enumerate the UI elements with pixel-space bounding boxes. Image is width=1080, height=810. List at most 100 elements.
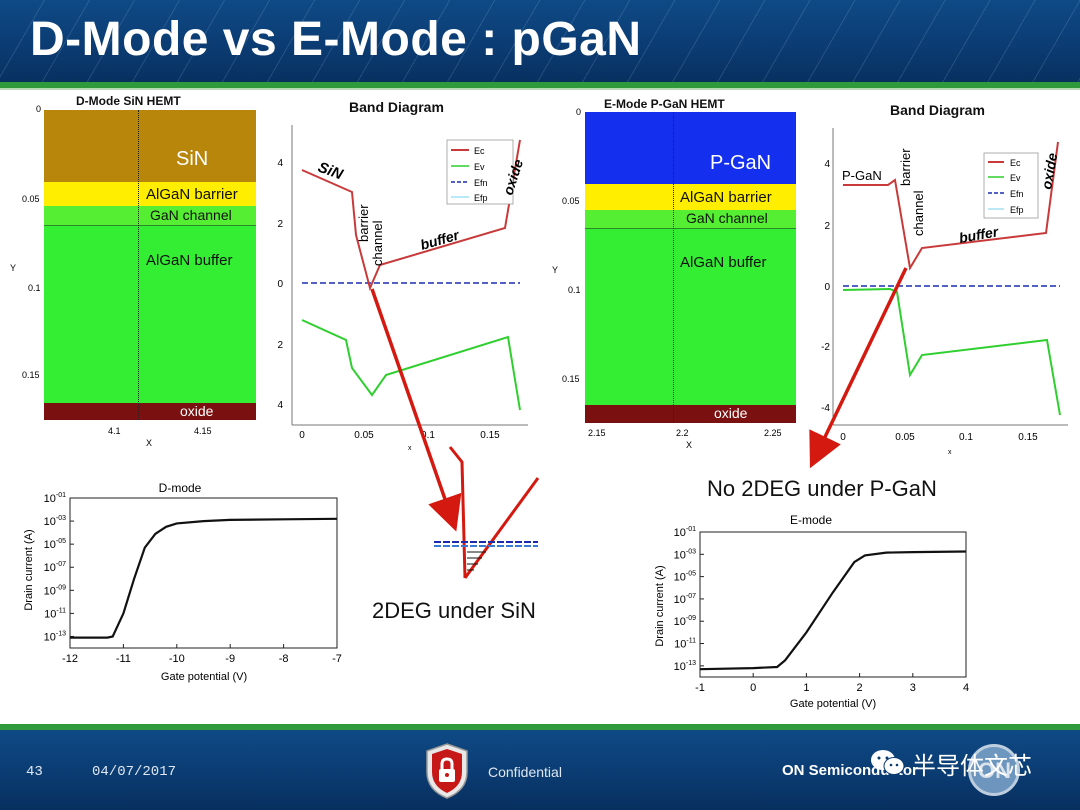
emode-layer-oxide	[585, 405, 796, 423]
band-left-anno-sin: SiN	[316, 159, 346, 184]
footer-watermark: 半导体文芯	[912, 752, 1032, 780]
emode-ytick-label: 10-01	[674, 526, 696, 539]
dmode-xtick-label: -10	[169, 653, 185, 665]
emode-label-barrier: AlGaN barrier	[680, 189, 772, 206]
emode-ytick-label: 10-09	[674, 615, 696, 628]
dmode-xtick-label: -11	[116, 653, 131, 665]
band-right-ev	[842, 287, 1061, 416]
footer: 43 04/07/2017 Confidential ON Semiconduc…	[0, 730, 1080, 810]
emode-iv-chart: E-mode Drain current (A) Gate potential …	[654, 513, 969, 710]
caption-2deg-left: 2DEG under SiN	[372, 598, 536, 623]
dmode-ytick-label: 10-01	[44, 492, 66, 505]
footer-date: 04/07/2017	[92, 764, 177, 780]
emode-xtick-2: 2.25	[764, 428, 782, 438]
band-right-ytick-3: -2	[821, 342, 830, 353]
emode-x-label: X	[686, 440, 693, 450]
emode-chart-title: E-mode	[790, 513, 832, 527]
emode-ytick-label: 10-03	[674, 548, 696, 561]
dmode-xtick-label: -12	[62, 653, 78, 665]
emode-label-buffer: AlGaN buffer	[680, 254, 767, 271]
emode-ytick-label: 10-05	[674, 571, 696, 584]
dmode-layer-barrier	[44, 182, 256, 206]
band-left-legend-ev: Ev	[474, 162, 485, 172]
emode-xtick-label: 2	[857, 682, 863, 694]
band-left-ytick-2: 0	[277, 279, 283, 290]
dmode-chart-title: D-mode	[159, 481, 202, 495]
dmode-xtick-0: 4.1	[108, 426, 121, 436]
title-bar: D-Mode vs E-Mode : pGaN	[0, 0, 1080, 82]
dmode-iv-chart: D-mode Drain current (A) Gate potential …	[23, 481, 342, 683]
dmode-label-oxide: oxide	[180, 403, 214, 419]
footer-accent-bar	[0, 724, 1080, 730]
band-right-legend-ev: Ev	[1010, 173, 1021, 183]
emode-layer-barrier	[585, 184, 796, 210]
dmode-cutline	[138, 110, 139, 420]
dmode-xtick-label: -9	[225, 653, 235, 665]
emode-label-pgan: P-GaN	[710, 152, 772, 174]
dmode-y-label: Y	[10, 263, 17, 273]
dmode-xtick-label: -8	[279, 653, 289, 665]
dmode-ytick-label: 10-13	[44, 630, 66, 643]
footer-confidential: Confidential	[488, 764, 562, 780]
arrow-2deg-left	[370, 288, 462, 532]
band-right-legend-efn: Efn	[1010, 189, 1024, 199]
dmode-layer-oxide	[44, 403, 256, 420]
dmode-xtick-1: 4.15	[194, 426, 212, 436]
band-right-ytick-1: 2	[824, 221, 830, 232]
emode-structure-title: E-Mode P-GaN HEMT	[604, 97, 725, 111]
dmode-layer-buffer	[44, 225, 256, 403]
band-left-xtick-0: 0	[299, 430, 305, 441]
band-left-x-label: x	[408, 445, 412, 452]
emode-y-label: Y	[552, 265, 559, 275]
band-left-anno-channel: channel	[370, 220, 385, 266]
slide-title: D-Mode vs E-Mode : pGaN	[30, 13, 642, 66]
band-left-ytick-3: 2	[277, 340, 283, 351]
emode-ytick-0: 0	[576, 107, 582, 117]
band-right-ec	[843, 141, 1059, 271]
dmode-label-buffer: AlGaN buffer	[146, 252, 233, 269]
emode-layer-pgan	[585, 112, 796, 184]
emode-ytick-3: 0.15	[562, 374, 580, 384]
band-right-xtick-3: 0.15	[1018, 432, 1038, 443]
emode-iv-curve	[699, 550, 967, 671]
band-left-legend-efp: Efp	[474, 193, 488, 203]
band-right-ytick-2: 0	[824, 282, 830, 293]
band-left-title: Band Diagram	[349, 99, 444, 115]
band-diagram-right: Band Diagram 4 2 0 -2 -4 0 0.05 0.1 0.15…	[821, 102, 1068, 456]
band-right-xtick-0: 0	[840, 432, 846, 443]
band-right-anno-buffer: buffer	[958, 223, 1001, 246]
emode-chart-ylabel: Drain current (A)	[654, 565, 666, 646]
dmode-ytick-label: 10-07	[44, 561, 66, 574]
dmode-plot-frame	[69, 497, 338, 649]
dmode-ytick-label: 10-05	[44, 538, 66, 551]
band-right-xtick-2: 0.1	[959, 432, 973, 443]
dmode-chart-xlabel: Gate potential (V)	[161, 671, 247, 683]
band-left-ytick-1: 2	[277, 219, 283, 230]
emode-xtick-1: 2.2	[676, 428, 689, 438]
band-right-anno-barrier: barrier	[898, 148, 913, 186]
band-left-legend-efn: Efn	[474, 178, 488, 188]
dmode-layer-sin	[44, 110, 256, 182]
dmode-xtick-label: -7	[332, 653, 342, 665]
title-underline	[0, 82, 1080, 88]
emode-ytick-2: 0.1	[568, 285, 581, 295]
dmode-iv-curve	[70, 517, 338, 639]
emode-xtick-label: 4	[963, 682, 969, 694]
2deg-inset	[434, 446, 540, 579]
dmode-ytick-label: 10-09	[44, 584, 66, 597]
dmode-structure-title: D-Mode SiN HEMT	[76, 94, 181, 108]
dmode-ytick-1: 0.05	[22, 194, 40, 204]
band-right-legend-ec: Ec	[1010, 158, 1021, 168]
dmode-ytick-2: 0.1	[28, 283, 41, 293]
band-right-x-label: x	[948, 449, 952, 456]
band-left-ytick-4: 4	[277, 400, 283, 411]
footer-page-number: 43	[26, 764, 43, 780]
band-diagram-left: Band Diagram 4 2 0 2 4 0 0.05 0.1 0.15 x…	[277, 99, 528, 452]
inset-ec-left	[448, 446, 467, 579]
band-left-ec	[301, 139, 521, 292]
band-left-xtick-2: 0.1	[421, 430, 435, 441]
band-right-title: Band Diagram	[890, 102, 985, 118]
emode-label-channel: GaN channel	[686, 210, 768, 226]
band-right-ytick-0: 4	[824, 159, 830, 170]
